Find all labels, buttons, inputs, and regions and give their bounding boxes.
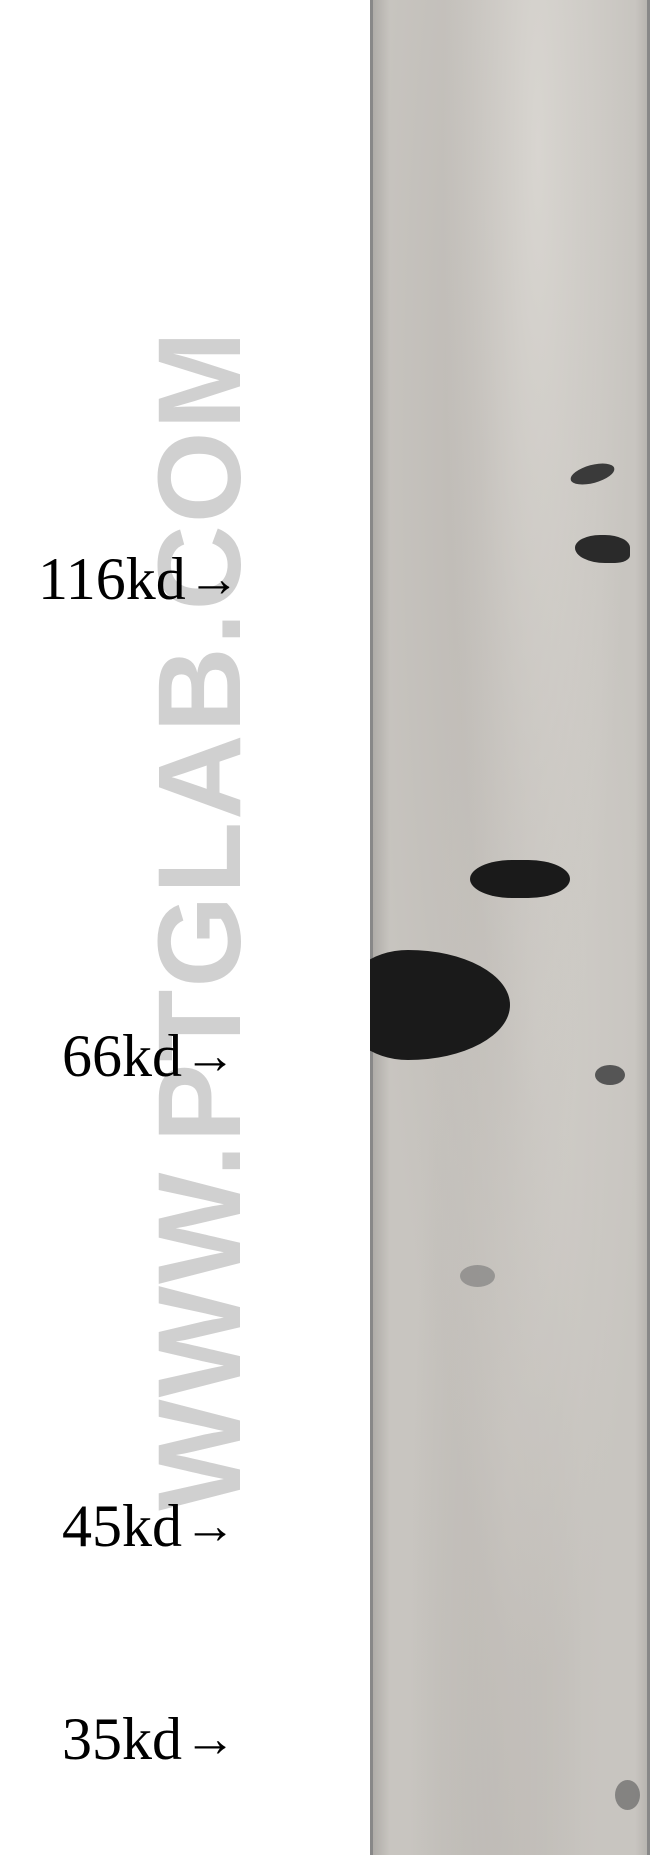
arrow-icon: → [188, 550, 240, 609]
marker-45kd: 45kd → [62, 1492, 236, 1561]
marker-116kd: 116kd → [38, 545, 240, 614]
marker-35kd: 35kd → [62, 1705, 236, 1774]
arrow-icon: → [184, 1497, 236, 1556]
marker-66kd: 66kd → [62, 1022, 236, 1091]
arrow-icon: → [184, 1710, 236, 1769]
western-blot-lane [370, 0, 650, 1855]
watermark-text: WWW.PTGLAB.COM [132, 329, 268, 1511]
marker-label-text: 116kd [38, 545, 186, 614]
blot-spot [615, 1780, 640, 1810]
blot-band [470, 860, 570, 898]
blot-background [370, 0, 650, 1855]
marker-label-text: 35kd [62, 1705, 182, 1774]
figure-container: WWW.PTGLAB.COM 116kd → 66kd → 45kd → 35k… [0, 0, 650, 1855]
blot-spot [595, 1065, 625, 1085]
lane-border [370, 0, 373, 1855]
blot-spot [460, 1265, 495, 1287]
lane-shadow [370, 0, 390, 1855]
arrow-icon: → [184, 1027, 236, 1086]
marker-label-text: 66kd [62, 1022, 182, 1091]
marker-label-text: 45kd [62, 1492, 182, 1561]
